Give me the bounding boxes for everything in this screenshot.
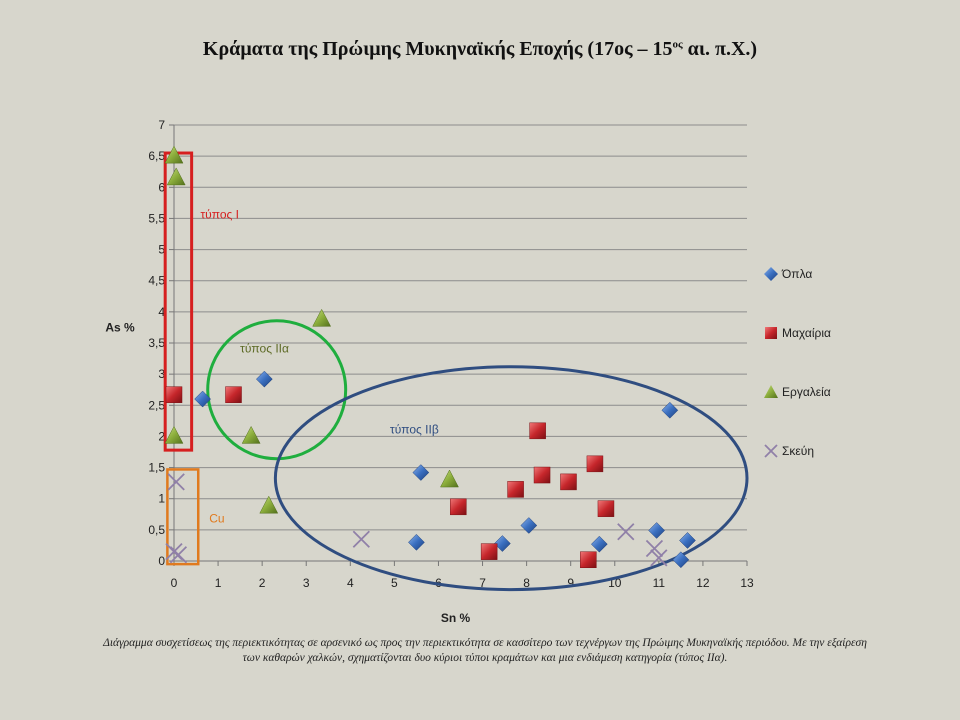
point-maxairia: [580, 551, 597, 569]
x-tick-label: 3: [303, 576, 310, 590]
x-tick-label: 11: [653, 576, 666, 590]
point-opla: [494, 535, 511, 552]
point-opla: [661, 401, 679, 419]
point-skeui: [352, 530, 370, 548]
chart-title: Κράματα της Πρώιμης Μυκηναϊκής Εποχής (1…: [202, 38, 758, 60]
annotation-type-i: τύπος Ι: [200, 207, 239, 221]
point-opla: [408, 533, 425, 551]
y-tick-label: 5: [158, 243, 165, 257]
point-ergaleia: [241, 425, 261, 444]
point-opla: [590, 535, 608, 553]
annotation-cu: Cu: [209, 511, 224, 525]
point-skeui: [165, 543, 183, 561]
point-opla: [412, 464, 430, 481]
region-type-iia-circle: [206, 319, 348, 461]
point-maxairia: [597, 500, 615, 517]
y-tick-label: 1,5: [148, 461, 165, 475]
point-opla: [194, 390, 212, 408]
point-ergaleia: [312, 308, 332, 327]
point-skeui: [167, 473, 185, 491]
figure-caption: Διάγραμμα συσχετίσεως της περιεκτικότητα…: [103, 637, 867, 664]
point-maxairia: [507, 481, 524, 498]
legend-item-maxairia: Μαχαίρια: [762, 323, 831, 343]
y-tick-label: 2: [158, 429, 165, 443]
point-skeui: [617, 523, 635, 541]
y-axis-title: As %: [105, 320, 135, 334]
point-skeui: [169, 546, 188, 564]
x-mark-icon: [764, 444, 778, 458]
x-tick-label: 12: [696, 576, 710, 590]
x-tick-label: 7: [479, 576, 486, 590]
y-tick-label: 6,5: [148, 149, 165, 163]
x-tick-label: 13: [740, 576, 754, 590]
point-maxairia: [529, 422, 546, 440]
point-opla: [256, 370, 273, 388]
point-maxairia: [533, 466, 551, 484]
point-ergaleia: [164, 145, 184, 164]
y-tick-label: 3: [158, 367, 165, 381]
point-opla: [648, 522, 665, 539]
x-tick-label: 8: [523, 576, 530, 590]
y-tick-label: 6: [158, 180, 165, 194]
x-tick-label: 1: [215, 576, 222, 590]
point-skeui: [645, 539, 664, 558]
legend-item-ergaleia: Εργαλεία: [762, 382, 831, 402]
x-tick-label: 9: [567, 576, 574, 590]
y-tick-label: 3,5: [148, 336, 165, 350]
legend-label-ergaleia: Εργαλεία: [782, 385, 831, 399]
point-maxairia: [225, 386, 242, 403]
legend-label-skeui: Σκεύη: [782, 444, 815, 458]
x-tick-label: 4: [347, 576, 354, 590]
y-tick-label: 0,5: [148, 523, 165, 537]
diamond-icon: [764, 267, 778, 281]
legend-label-opla: Όπλα: [782, 267, 813, 281]
region-cu-box: [166, 468, 200, 566]
x-tick-label: 5: [391, 576, 398, 590]
point-opla: [520, 517, 538, 534]
y-tick-label: 0: [158, 554, 165, 568]
point-maxairia: [586, 455, 604, 473]
point-ergaleia: [440, 469, 459, 488]
legend-item-skeui: Σκεύη: [762, 441, 814, 461]
point-maxairia: [450, 498, 467, 516]
x-axis-title: Sn %: [441, 611, 471, 625]
y-tick-label: 7: [158, 118, 165, 132]
region-type-iib-ellipse: [273, 365, 749, 592]
y-tick-label: 5,5: [148, 211, 165, 225]
point-skeui: [650, 549, 668, 567]
square-icon: [765, 327, 777, 339]
y-tick-label: 2,5: [148, 398, 165, 412]
region-type-i-box: [163, 151, 194, 452]
annotation-type-iia: τύπος ΙΙα: [240, 341, 289, 355]
point-maxairia: [165, 386, 183, 403]
legend-label-maxairia: Μαχαίρια: [782, 326, 831, 340]
point-maxairia: [480, 543, 498, 560]
annotation-type-iib: τύπος ΙΙβ: [390, 422, 439, 436]
point-ergaleia: [259, 495, 279, 514]
y-tick-label: 4,5: [148, 274, 165, 288]
point-ergaleia: [164, 425, 184, 444]
point-maxairia: [560, 473, 577, 491]
x-tick-label: 0: [171, 576, 178, 590]
point-opla: [679, 532, 696, 549]
x-tick-label: 2: [259, 576, 266, 590]
y-tick-label: 1: [158, 492, 165, 506]
y-tick-label: 4: [158, 305, 165, 319]
point-opla: [672, 551, 690, 569]
point-ergaleia: [166, 167, 186, 186]
triangle-icon: [764, 385, 778, 398]
legend-item-opla: Όπλα: [762, 264, 812, 284]
